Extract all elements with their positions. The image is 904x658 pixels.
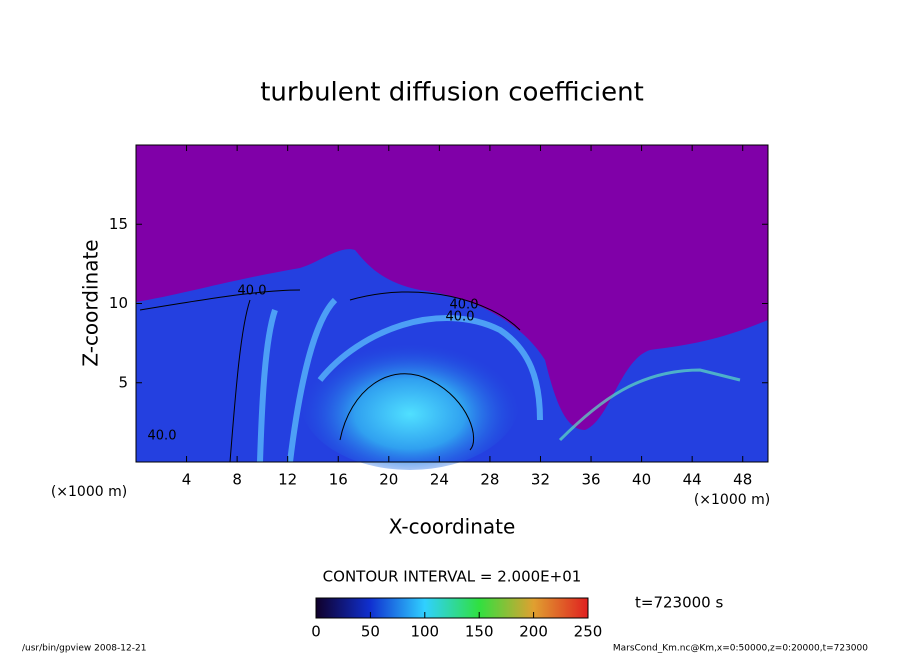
y-tick-label: 15 <box>109 215 128 233</box>
contour-label: 40.0 <box>446 310 475 325</box>
contour-label: 40.0 <box>238 284 267 299</box>
y-unit: (×1000 m) <box>51 484 127 500</box>
x-tick-label: 48 <box>733 471 752 489</box>
x-tick-label: 44 <box>683 471 702 489</box>
plot-field <box>135 144 769 470</box>
footer-left: /usr/bin/gpview 2008-12-21 <box>22 644 146 654</box>
contour-interval: CONTOUR INTERVAL = 2.000E+01 <box>323 568 582 586</box>
x-tick-label: 8 <box>232 471 242 489</box>
x-tick-label: 16 <box>329 471 348 489</box>
colorbar-tick-label: 0 <box>311 623 321 641</box>
y-tick-label: 10 <box>109 294 128 312</box>
x-tick-label: 20 <box>379 471 398 489</box>
colorbar-tick-label: 200 <box>519 623 548 641</box>
x-tick-label: 24 <box>430 471 449 489</box>
x-axis-label: X-coordinate <box>389 515 516 539</box>
contour-label: 40.0 <box>450 298 479 313</box>
chart-title: turbulent diffusion coefficient <box>260 78 644 108</box>
y-tick-label: 5 <box>118 373 128 391</box>
x-tick-label: 12 <box>278 471 297 489</box>
x-tick-label: 36 <box>581 471 600 489</box>
footer-right: MarsCond_Km.nc@Km,x=0:50000,z=0:20000,t=… <box>613 644 868 654</box>
colorbar-tick-label: 150 <box>465 623 494 641</box>
colorbar-tick-label: 250 <box>574 623 603 641</box>
contour-label: 40.0 <box>148 429 177 444</box>
x-tick-label: 40 <box>632 471 651 489</box>
y-axis-label: Z-coordinate <box>79 239 103 366</box>
x-tick-label: 4 <box>182 471 192 489</box>
colorbar-tick-label: 50 <box>361 623 380 641</box>
x-tick-label: 28 <box>480 471 499 489</box>
colorbar-tick-label: 100 <box>410 623 439 641</box>
time-label: t=723000 s <box>635 594 723 612</box>
x-unit: (×1000 m) <box>694 492 770 508</box>
colorbar <box>315 597 589 619</box>
x-tick-label: 32 <box>531 471 550 489</box>
